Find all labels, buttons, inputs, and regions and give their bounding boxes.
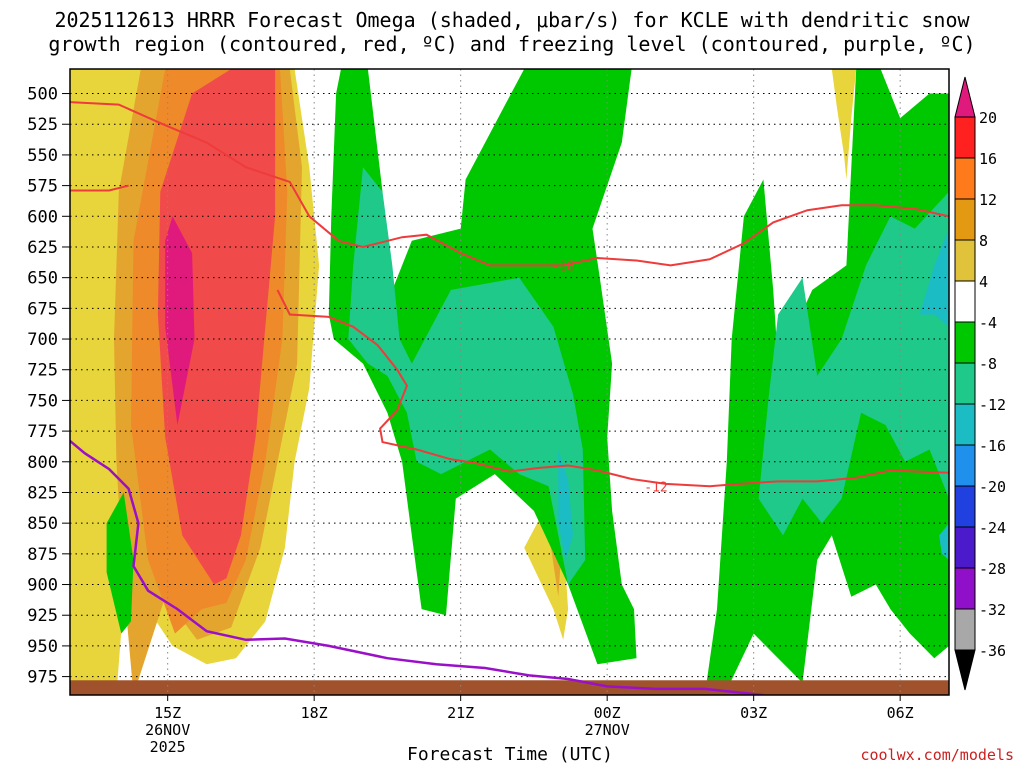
x-axis-label: Forecast Time (UTC) — [407, 744, 613, 765]
chart-title-line-2: growth region (contoured, red, ºC) and f… — [48, 32, 976, 56]
source-credit: coolwx.com/models — [860, 746, 1014, 764]
x-tick-date-label: 27NOV — [585, 721, 630, 739]
y-tick-label: 800 — [27, 453, 58, 473]
colorbar-label: -36 — [979, 642, 1006, 660]
x-tick-label: 06Z — [887, 704, 914, 722]
colorbar-segment — [954, 444, 976, 487]
omega-region-8 — [106, 492, 134, 634]
x-tick-year-label: 2025 — [150, 738, 186, 756]
colorbar-label: -28 — [979, 560, 1006, 578]
omega-region-14 — [558, 449, 573, 560]
colorbar-segment — [954, 567, 976, 610]
y-tick-label: 500 — [27, 85, 58, 105]
y-tick-label: 625 — [27, 238, 58, 258]
dgz-contour-0 — [70, 101, 949, 267]
x-tick-label: 00Z — [594, 704, 621, 722]
omega-region-4 — [165, 216, 195, 425]
dgz-contour-label: -18 — [551, 259, 574, 274]
x-tick-date-label: 26NOV — [145, 721, 190, 739]
colorbar-label: -24 — [979, 519, 1006, 537]
colorbar-segment — [954, 198, 976, 241]
y-tick-label: 550 — [27, 146, 58, 166]
colorbar-segment — [954, 526, 976, 569]
freezing-level-contour — [70, 439, 764, 695]
colorbar-segment — [954, 608, 976, 651]
colorbar-label: -16 — [979, 437, 1006, 455]
colorbar-segment — [954, 321, 976, 364]
colorbar-segment — [954, 403, 976, 446]
omega-region-7 — [831, 69, 857, 180]
colorbar-label: 16 — [979, 150, 997, 168]
x-tick-label: 18Z — [301, 704, 328, 722]
dgz-contour-1 — [70, 184, 129, 192]
omega-region-3 — [157, 69, 276, 585]
colorbar-label: 20 — [979, 109, 997, 127]
x-tick-label: 21Z — [447, 704, 474, 722]
dgz-contour-label: -12 — [644, 480, 667, 495]
omega-region-15 — [939, 523, 949, 560]
y-tick-label: 850 — [27, 514, 58, 534]
colorbar-segment — [954, 116, 976, 159]
colorbar-segment — [954, 485, 976, 528]
y-tick-label: 900 — [27, 576, 58, 596]
colorbar-label: -12 — [979, 396, 1006, 414]
colorbar-label: -32 — [979, 601, 1006, 619]
y-tick-label: 725 — [27, 361, 58, 381]
chart-title-line-1: 2025112613 HRRR Forecast Omega (shaded, … — [54, 8, 970, 32]
colorbar-segment — [954, 157, 976, 200]
y-tick-label: 925 — [27, 606, 58, 626]
y-tick-label: 875 — [27, 545, 58, 565]
colorbar-label: 8 — [979, 232, 988, 250]
colorbar-label: -20 — [979, 478, 1006, 496]
y-tick-label: 700 — [27, 330, 58, 350]
colorbar-top-arrow — [954, 76, 976, 118]
x-tick-label: 15Z — [154, 704, 181, 722]
y-tick-label: 600 — [27, 207, 58, 227]
y-tick-label: 950 — [27, 637, 58, 657]
y-tick-label: 575 — [27, 177, 58, 197]
y-tick-label: 675 — [27, 299, 58, 319]
y-tick-label: 750 — [27, 391, 58, 411]
y-tick-label: 525 — [27, 115, 58, 135]
colorbar-segment — [954, 362, 976, 405]
y-tick-label: 650 — [27, 269, 58, 289]
x-tick-label: 03Z — [740, 704, 767, 722]
colorbar-label: 12 — [979, 191, 997, 209]
dgz-contour-2 — [276, 289, 949, 488]
y-tick-label: 825 — [27, 483, 58, 503]
plot-frame — [69, 68, 950, 696]
colorbar-label: 4 — [979, 273, 988, 291]
colorbar-segment — [954, 239, 976, 282]
colorbar-segment — [954, 280, 976, 323]
colorbar-label: -4 — [979, 314, 997, 332]
y-tick-label: 975 — [27, 668, 58, 688]
terrain-surface — [70, 680, 949, 695]
omega-region-11 — [348, 167, 586, 585]
colorbar-bottom-arrow — [954, 649, 976, 691]
y-tick-label: 775 — [27, 422, 58, 442]
colorbar-label: -8 — [979, 355, 997, 373]
